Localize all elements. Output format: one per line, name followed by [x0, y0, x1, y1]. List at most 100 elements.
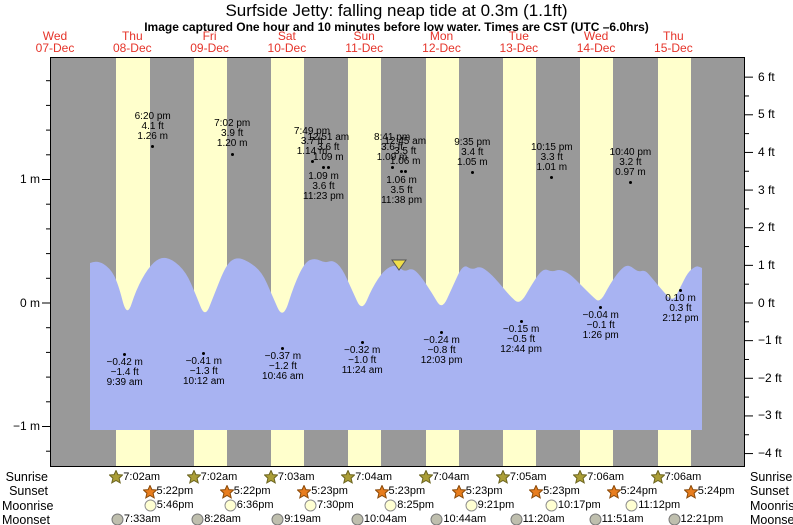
moonrise-row-label-right: Moonrise: [750, 498, 793, 513]
sunset-icon: [142, 484, 157, 499]
sunset-icon: [683, 484, 698, 499]
high-tide-annotation: 1.09 m 3.6 ft 11:23 pm: [303, 170, 344, 202]
moonset-row-label-right: Moonset: [750, 512, 793, 525]
y-axis-label-m: −1 m: [12, 419, 40, 433]
sunset-time: 5:23pm: [388, 485, 426, 497]
sunset-time: 5:22pm: [156, 485, 194, 497]
sunrise-icon: [495, 470, 510, 484]
sunrise-icon: [418, 470, 433, 484]
current-tide-marker: [391, 259, 407, 271]
moonrise-entry: 9:21pm: [465, 499, 515, 512]
sunrise-row-label-right: Sunrise: [750, 469, 793, 484]
tide-extreme-dot: [151, 145, 155, 149]
tide-extreme-dot: [400, 170, 404, 174]
y-axis-label-ft: −1 ft: [758, 333, 782, 348]
sunrise-entry: 7:06am: [650, 470, 701, 484]
moonrise-time: 11:12pm: [638, 499, 681, 511]
low-tide-annotation: −0.41 m −1.3 ft 10:12 am: [182, 356, 225, 388]
moonrise-icon: [465, 499, 478, 512]
day-label: Sat 10-Dec: [267, 29, 307, 55]
sunset-entry: 5:24pm: [683, 484, 735, 499]
sunrise-entry: 7:06am: [573, 470, 624, 484]
moonset-entry: 11:51am: [589, 513, 644, 525]
moonset-time: 12:21pm: [680, 513, 724, 525]
moonrise-icon: [304, 499, 317, 512]
moonset-icon: [430, 513, 443, 525]
y-axis-label-m: 0 m: [19, 295, 40, 310]
sunset-row-label-right: Sunset: [750, 484, 789, 498]
moonset-time: 8:28am: [204, 513, 241, 525]
y-axis-label-ft: 4 ft: [758, 144, 775, 159]
moonset-entry: 12:21pm: [668, 513, 724, 525]
tide-extreme-dot: [322, 166, 325, 170]
sunrise-icon: [109, 470, 124, 484]
low-tide-annotation: −0.37 m −1.2 ft 10:46 am: [262, 351, 304, 383]
sunset-row-label-left: Sunset: [9, 484, 48, 498]
moonset-icon: [191, 513, 204, 525]
sunrise-icon: [650, 470, 665, 484]
moonrise-entry: 8:25pm: [384, 499, 434, 512]
moonrise-time: 5:46pm: [156, 499, 194, 511]
sunset-icon: [297, 484, 312, 499]
high-tide-annotation: 1.06 m 3.5 ft 11:38 pm: [381, 174, 423, 206]
sunrise-entry: 7:03am: [263, 470, 315, 484]
moonrise-icon: [384, 499, 397, 512]
moonrise-icon: [625, 499, 638, 512]
moonrise-entry: 6:36pm: [224, 499, 274, 512]
moonset-icon: [589, 513, 602, 525]
moonrise-time: 7:30pm: [317, 499, 354, 511]
sunrise-time: 7:04am: [355, 470, 392, 483]
tide-extreme-dot: [628, 181, 632, 185]
day-label: Wed 07-Dec: [35, 29, 75, 55]
moonrise-entry: 11:12pm: [625, 499, 680, 512]
y-axis-label-ft: 2 ft: [758, 220, 775, 235]
sunset-entry: 5:24pm: [606, 484, 657, 499]
moonset-entry: 11:20am: [510, 513, 565, 525]
sunset-time: 5:24pm: [697, 485, 735, 497]
high-tide-annotation: 12:45 am 3.5 ft 1.06 m: [384, 135, 427, 167]
tide-extreme-dot: [679, 288, 682, 292]
sunrise-entry: 7:02am: [109, 470, 160, 484]
moonrise-entry: 5:46pm: [144, 499, 194, 512]
sunrise-entry: 7:02am: [186, 470, 237, 484]
day-label: Wed 14-Dec: [576, 29, 616, 55]
high-tide-annotation: 10:40 pm 3.2 ft 0.97 m: [609, 146, 652, 178]
moonset-entry: 10:04am: [351, 513, 407, 525]
sunrise-entry: 7:04am: [341, 470, 392, 484]
sunrise-time: 7:04am: [432, 470, 470, 483]
tide-extreme-dot: [440, 330, 444, 334]
moonset-row-label-left: Moonset: [2, 512, 50, 525]
moonrise-row-label-left: Moonrise: [2, 498, 54, 513]
sunset-entry: 5:23pm: [451, 484, 503, 499]
tide-extreme-dot: [202, 351, 206, 355]
chart-frame: [50, 57, 745, 467]
sunrise-icon: [186, 470, 201, 484]
sunset-entry: 5:23pm: [297, 484, 348, 499]
high-tide-annotation: 6:20 pm 4.1 ft 1.26 m: [134, 110, 171, 142]
sunset-time: 5:23pm: [543, 485, 580, 497]
low-tide-annotation: −0.24 m −0.8 ft 12:03 pm: [420, 335, 463, 367]
sunrise-time: 7:06am: [587, 470, 624, 483]
sunrise-entry: 7:05am: [495, 470, 547, 484]
moonrise-time: 9:21pm: [477, 499, 515, 511]
low-tide-annotation: −0.32 m −1.0 ft 11:24 am: [341, 345, 383, 376]
moonset-icon: [111, 513, 124, 525]
sunset-time: 5:23pm: [311, 485, 348, 497]
sunrise-entry: 7:04am: [418, 470, 470, 484]
day-label: Thu 15-Dec: [654, 29, 693, 55]
moonset-time: 9:19am: [284, 513, 321, 525]
sunset-icon: [219, 484, 234, 499]
sunrise-icon: [573, 470, 588, 484]
tide-extreme-dot: [390, 166, 394, 170]
high-tide-annotation: 8:41 pm 3.6 ft 1.09 m: [374, 131, 411, 163]
moonset-icon: [271, 513, 284, 525]
sunset-entry: 5:22pm: [219, 484, 271, 499]
page-title: Surfside Jetty: falling neap tide at 0.3…: [225, 1, 568, 20]
sunset-icon: [606, 484, 621, 499]
moonset-entry: 10:44am: [430, 513, 486, 525]
high-tide-annotation: 12:51 am 3.6 ft 1.09 m: [307, 131, 350, 163]
moonrise-time: 10:17pm: [557, 499, 601, 511]
tide-extreme-dot: [326, 166, 330, 170]
sunset-entry: 5:23pm: [529, 484, 580, 499]
sunset-icon: [374, 484, 389, 499]
